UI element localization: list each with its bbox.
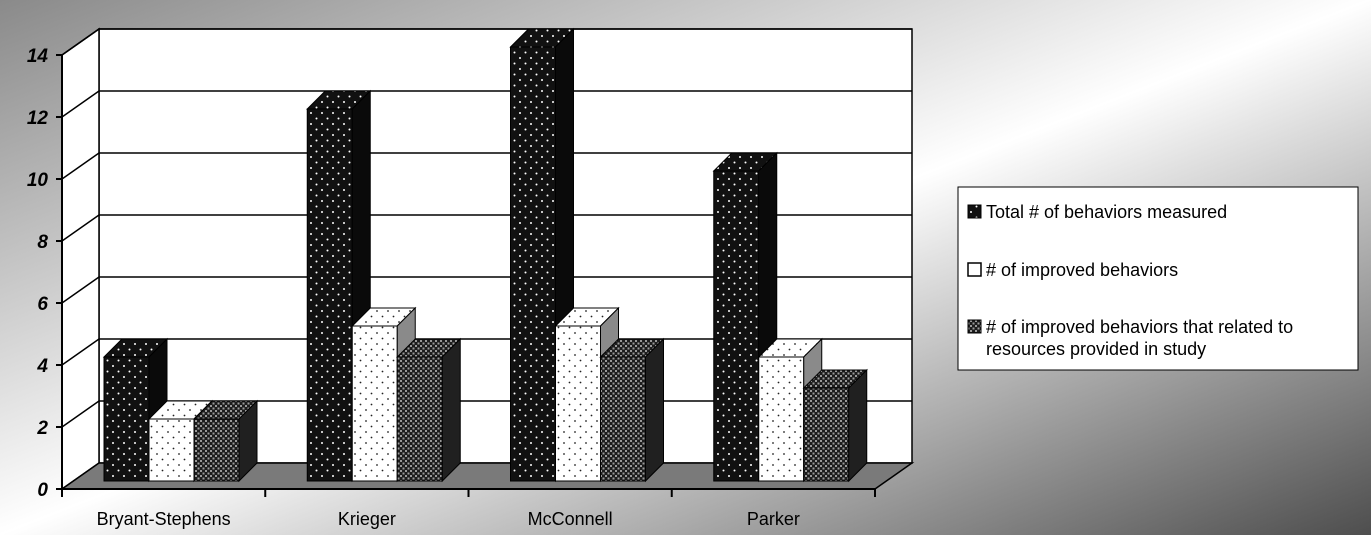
- bar: [396, 337, 462, 483]
- legend-label-improved: # of improved behaviors: [986, 260, 1178, 280]
- y-tick-label: 10: [27, 170, 49, 191]
- bar-front: [713, 170, 760, 482]
- y-tick-label: 2: [36, 418, 48, 439]
- bar: [802, 368, 868, 483]
- gridline: [61, 214, 912, 242]
- bar-front: [148, 418, 195, 482]
- gridline: [61, 152, 912, 180]
- bar-front: [555, 325, 601, 482]
- y-tick-label: 0: [37, 480, 48, 501]
- side-wall: [61, 27, 100, 491]
- y-tick-label: 6: [37, 294, 48, 315]
- category-label: Parker: [747, 509, 800, 529]
- bar-front: [600, 356, 646, 482]
- legend-label-total: Total # of behaviors measured: [986, 202, 1227, 222]
- bar: [599, 337, 665, 483]
- bar-front: [758, 356, 805, 482]
- y-tick-label: 8: [37, 232, 48, 253]
- y-tick-label: 14: [27, 46, 49, 67]
- axes: 0 2 4 6 8 10 12 14 Bryant-Stephens Krieger McConne…: [27, 46, 876, 529]
- bar-front: [510, 46, 556, 482]
- category-label: Bryant-Stephens: [97, 509, 231, 529]
- bar-side: [238, 399, 258, 483]
- bar-side: [645, 337, 664, 483]
- bar-front: [306, 108, 353, 482]
- category-label: Krieger: [338, 509, 396, 529]
- bar-front: [193, 418, 240, 482]
- gridline: [61, 276, 912, 304]
- y-tick-label: 12: [27, 108, 49, 129]
- legend-swatch-improved: [967, 262, 982, 277]
- legend-swatch-total: [967, 204, 982, 219]
- bar-front: [103, 356, 150, 482]
- bars: [102, 27, 868, 483]
- bar: [509, 27, 575, 483]
- bar: [192, 399, 259, 483]
- bar-front: [803, 387, 850, 482]
- gridline: [61, 28, 912, 56]
- category-label: McConnell: [528, 509, 613, 529]
- bar-side: [441, 337, 461, 483]
- gridline: [61, 90, 912, 118]
- bar-side: [848, 368, 868, 483]
- legend-box: [957, 186, 1359, 371]
- legend: Total # of behaviors measured # of impro…: [957, 186, 1359, 371]
- legend-swatch-related: [967, 319, 982, 334]
- legend-label-related: # of improved behaviors that related to …: [986, 317, 1298, 359]
- bar-front: [396, 356, 443, 482]
- y-tick-label: 4: [36, 356, 48, 377]
- bar-front: [351, 325, 398, 482]
